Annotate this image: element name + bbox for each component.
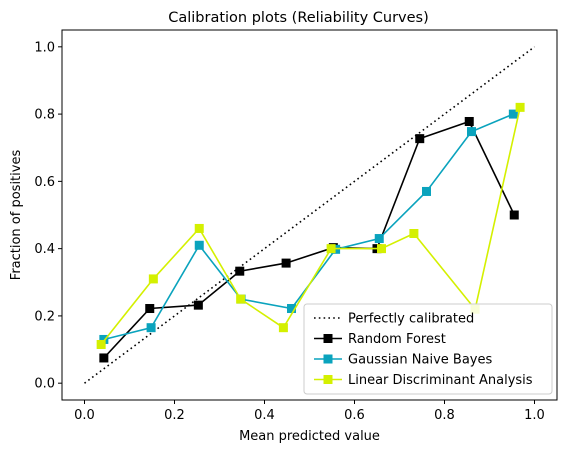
legend-marker <box>323 375 333 384</box>
legend-label: Gaussian Naive Bayes <box>348 353 492 368</box>
x-tick-label: 0.4 <box>254 408 275 423</box>
series-line <box>103 120 516 359</box>
data-point <box>509 210 519 220</box>
legend-label: Linear Discriminant Analysis <box>348 373 533 388</box>
data-point <box>508 109 518 119</box>
data-point <box>146 323 156 333</box>
y-tick-label: 0.0 <box>34 377 55 392</box>
legend-item-gaussian-naive-bayes: Gaussian Naive Bayes <box>314 353 492 368</box>
y-tick-label: 1.0 <box>34 40 55 55</box>
data-point <box>415 134 425 144</box>
data-point <box>409 229 419 238</box>
legend-marker <box>323 334 333 343</box>
data-point <box>278 323 288 333</box>
data-point <box>235 266 245 276</box>
y-tick-label: 0.6 <box>34 175 55 190</box>
data-point <box>194 223 204 233</box>
chart-title: Calibration plots (Reliability Curves) <box>168 10 429 26</box>
data-point <box>287 304 296 314</box>
y-axis-label: Fraction of positives <box>9 150 24 281</box>
legend-item-random-forest: Random Forest <box>314 332 446 347</box>
legend-marker <box>323 354 333 364</box>
data-point <box>377 244 386 254</box>
data-point <box>148 274 158 284</box>
legend-label: Perfectly calibrated <box>348 312 474 327</box>
x-tick-label: 0.2 <box>164 408 185 423</box>
data-point <box>194 240 204 250</box>
data-point <box>99 334 109 344</box>
legend-label: Random Forest <box>348 332 446 347</box>
x-axis-label: Mean predicted value <box>239 429 380 444</box>
y-tick-label: 0.4 <box>34 242 55 257</box>
plot-frame <box>61 29 558 401</box>
series-line <box>100 107 521 345</box>
data-point <box>236 294 246 304</box>
legend-item-perfectly-calibrated: Perfectly calibrated <box>314 312 474 327</box>
data-point <box>374 234 384 244</box>
y-tick-label: 0.2 <box>34 309 55 324</box>
x-tick-label: 0.0 <box>74 408 95 423</box>
data-point <box>422 186 431 196</box>
data-point <box>515 102 525 112</box>
data-point <box>326 244 336 254</box>
legend: Perfectly calibrated Random Forest Gaussia… <box>303 303 553 395</box>
legend-box <box>303 303 553 395</box>
legend-item-linear-discriminant-analysis: Linear Discriminant Analysis <box>314 373 533 388</box>
plot-area: 0.0 0.2 0.4 0.6 0.8 1.0 0.0 0.2 0.4 0.6 0.8 1.0 <box>34 29 558 423</box>
data-point <box>281 258 291 268</box>
data-point <box>145 304 155 314</box>
data-point <box>99 353 109 363</box>
data-point <box>96 340 106 349</box>
data-point <box>467 127 476 137</box>
data-point <box>464 116 474 126</box>
x-tick-label: 1.0 <box>524 408 545 423</box>
x-tick-label: 0.6 <box>344 408 365 423</box>
y-tick-label: 0.8 <box>34 108 55 123</box>
x-tick-label: 0.8 <box>434 408 455 423</box>
data-point <box>193 300 203 310</box>
